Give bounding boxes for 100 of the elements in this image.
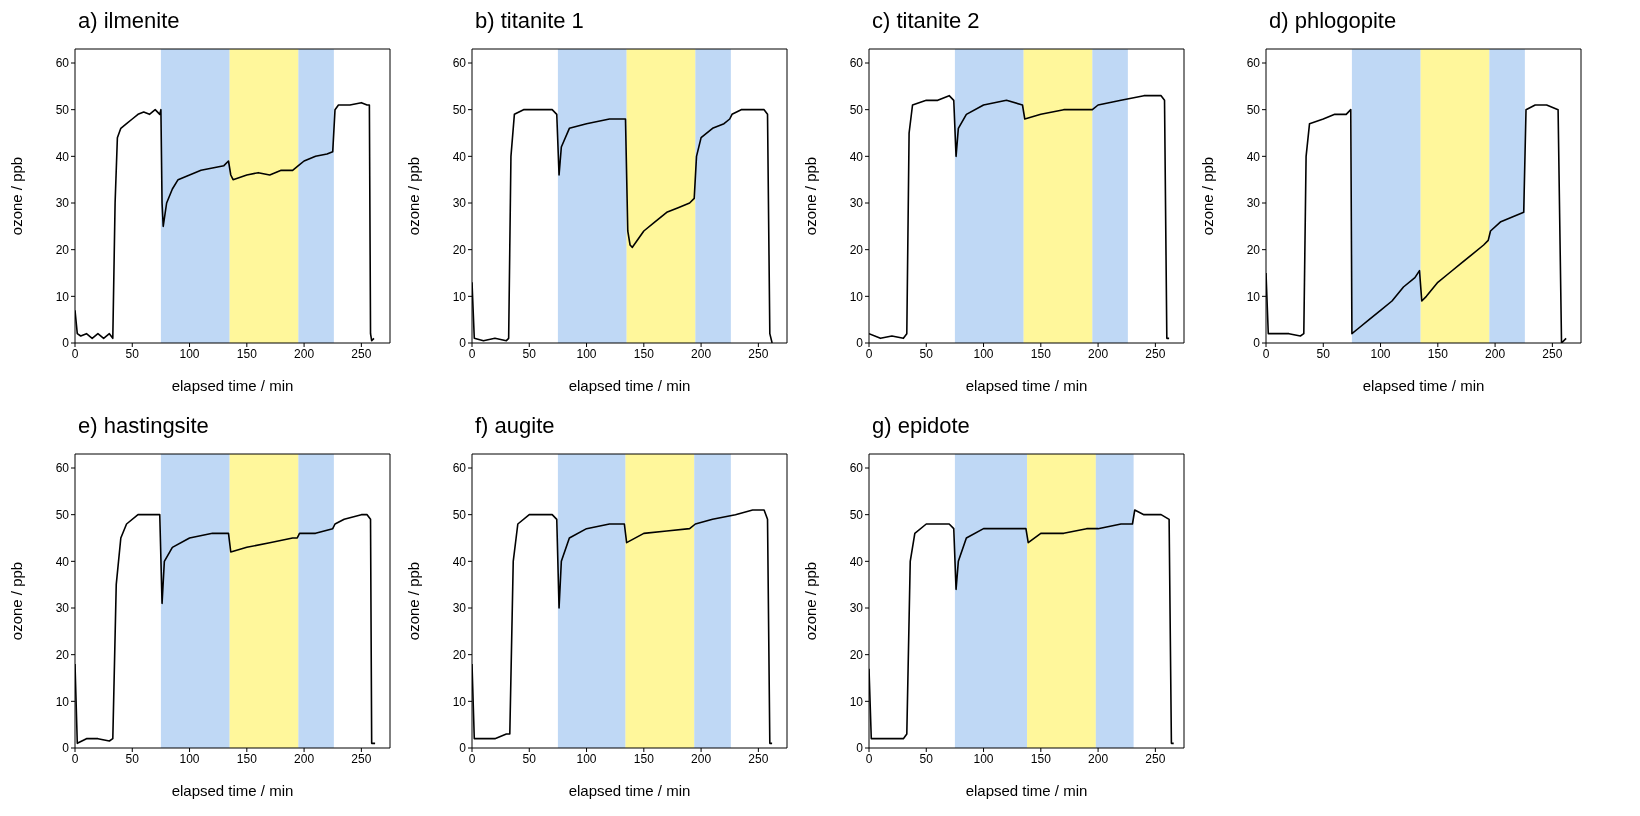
y-tick-label: 60 <box>849 56 864 71</box>
y-tick-label: 30 <box>849 196 864 211</box>
y-tick-label: 30 <box>55 601 70 616</box>
x-tick-label: 100 <box>179 751 200 766</box>
x-tick-label: 50 <box>919 751 934 766</box>
x-tick-label: 100 <box>576 751 597 766</box>
chart-title: b) titanite 1 <box>475 8 584 34</box>
x-tick-label: 150 <box>1030 346 1052 361</box>
y-tick-label: 0 <box>856 336 864 351</box>
y-tick-label: 20 <box>452 242 467 257</box>
x-tick-label: 50 <box>125 751 140 766</box>
y-tick-label: 60 <box>55 56 70 71</box>
y-tick-label: 40 <box>1246 149 1261 164</box>
x-tick-label: 250 <box>351 346 372 361</box>
y-tick-label: 10 <box>55 694 70 709</box>
y-tick-label: 10 <box>452 694 467 709</box>
x-axis-title: elapsed time / min <box>568 377 691 394</box>
x-axis-title: elapsed time / min <box>965 782 1088 799</box>
x-tick-label: 150 <box>1030 751 1052 766</box>
y-tick-label: 30 <box>452 196 467 211</box>
x-axis-title: elapsed time / min <box>171 782 294 799</box>
y-axis-title: ozone / ppb <box>8 561 26 641</box>
chart-title: f) augite <box>475 413 555 439</box>
y-tick-label: 10 <box>849 289 864 304</box>
x-tick-label: 150 <box>633 751 655 766</box>
y-tick-label: 0 <box>1253 336 1261 351</box>
y-tick-label: 50 <box>849 507 864 522</box>
x-tick-label: 250 <box>748 346 769 361</box>
x-tick-label: 100 <box>1370 346 1391 361</box>
y-tick-label: 50 <box>452 507 467 522</box>
y-tick-label: 40 <box>452 554 467 569</box>
y-axis-title: ozone / ppb <box>405 156 423 236</box>
y-tick-label: 40 <box>55 554 70 569</box>
y-tick-label: 30 <box>1246 196 1261 211</box>
y-tick-label: 50 <box>55 507 70 522</box>
y-axis-title: ozone / ppb <box>802 156 820 236</box>
x-tick-label: 200 <box>691 751 712 766</box>
y-tick-label: 10 <box>55 289 70 304</box>
x-tick-label: 100 <box>973 751 994 766</box>
y-tick-label: 40 <box>55 149 70 164</box>
chart-title: d) phlogopite <box>1269 8 1397 34</box>
chart-title: e) hastingsite <box>78 413 209 439</box>
y-tick-label: 20 <box>1246 242 1261 257</box>
x-tick-label: 250 <box>1145 751 1166 766</box>
x-axis-title: elapsed time / min <box>171 377 294 394</box>
y-tick-label: 30 <box>849 601 864 616</box>
y-axis-title: ozone / ppb <box>1199 156 1217 236</box>
y-tick-label: 20 <box>849 647 864 662</box>
y-tick-label: 60 <box>849 461 864 476</box>
y-axis-title: ozone / ppb <box>8 156 26 236</box>
y-tick-label: 0 <box>62 741 70 756</box>
y-tick-label: 50 <box>55 102 70 117</box>
x-tick-label: 200 <box>1485 346 1506 361</box>
x-tick-label: 200 <box>1088 346 1109 361</box>
y-tick-label: 20 <box>849 242 864 257</box>
x-tick-label: 250 <box>748 751 769 766</box>
x-tick-label: 200 <box>294 751 315 766</box>
y-tick-label: 40 <box>849 149 864 164</box>
y-tick-label: 20 <box>55 647 70 662</box>
x-tick-label: 50 <box>125 346 140 361</box>
y-tick-label: 10 <box>1246 289 1261 304</box>
y-tick-label: 10 <box>452 289 467 304</box>
x-tick-label: 100 <box>973 346 994 361</box>
y-tick-label: 50 <box>1246 102 1261 117</box>
x-tick-label: 50 <box>522 346 537 361</box>
y-tick-label: 60 <box>1246 56 1261 71</box>
x-tick-label: 100 <box>576 346 597 361</box>
x-tick-label: 150 <box>633 346 655 361</box>
y-axis-title: ozone / ppb <box>802 561 820 641</box>
y-tick-label: 20 <box>452 647 467 662</box>
x-tick-label: 200 <box>1088 751 1109 766</box>
y-tick-label: 60 <box>452 461 467 476</box>
y-tick-label: 60 <box>55 461 70 476</box>
y-tick-label: 60 <box>452 56 467 71</box>
x-tick-label: 150 <box>236 346 258 361</box>
y-tick-label: 0 <box>459 336 467 351</box>
x-tick-label: 200 <box>691 346 712 361</box>
chart-title: c) titanite 2 <box>872 8 980 34</box>
x-tick-label: 250 <box>1145 346 1166 361</box>
x-tick-label: 50 <box>1316 346 1331 361</box>
x-tick-label: 200 <box>294 346 315 361</box>
y-axis-title: ozone / ppb <box>405 561 423 641</box>
x-tick-label: 100 <box>179 346 200 361</box>
x-tick-label: 50 <box>522 751 537 766</box>
x-axis-title: elapsed time / min <box>568 782 691 799</box>
chart-title: a) ilmenite <box>78 8 180 34</box>
y-tick-label: 0 <box>856 741 864 756</box>
y-tick-label: 40 <box>849 554 864 569</box>
chart-title: g) epidote <box>872 413 970 439</box>
y-tick-label: 0 <box>459 741 467 756</box>
x-tick-label: 50 <box>919 346 934 361</box>
x-tick-label: 150 <box>1427 346 1449 361</box>
x-tick-label: 250 <box>351 751 372 766</box>
x-axis-title: elapsed time / min <box>965 377 1088 394</box>
y-tick-label: 0 <box>62 336 70 351</box>
x-axis-title: elapsed time / min <box>1362 377 1485 394</box>
y-tick-label: 20 <box>55 242 70 257</box>
x-tick-label: 150 <box>236 751 258 766</box>
y-tick-label: 40 <box>452 149 467 164</box>
y-tick-label: 50 <box>452 102 467 117</box>
